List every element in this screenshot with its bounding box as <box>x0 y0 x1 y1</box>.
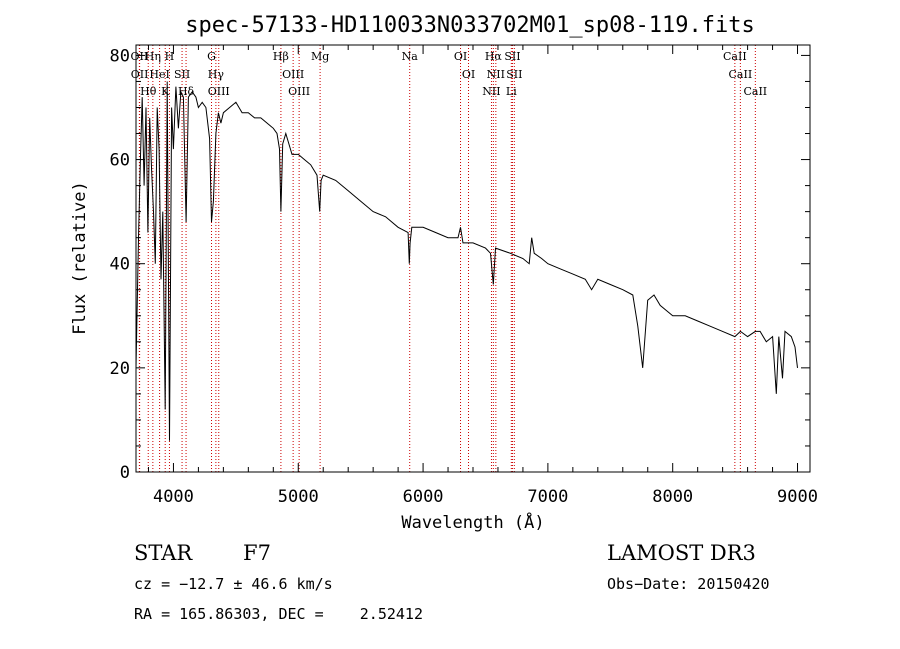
line-marker-label: OII <box>131 68 149 81</box>
line-marker-label: OIII <box>288 85 310 98</box>
line-marker-label: Mg <box>311 50 329 63</box>
x-axis-ticks: 4000 5000 6000 7000 8000 9000 <box>147 45 818 507</box>
line-marker-label: CaII <box>729 68 753 81</box>
line-marker-label: OI <box>462 68 475 81</box>
chart-title: spec-57133-HD110033N033702M01_sp08-119.f… <box>185 13 755 38</box>
survey-name: LAMOST DR3 <box>607 541 756 565</box>
x-tick-label: 6000 <box>403 487 444 507</box>
line-marker-label: G <box>207 50 216 63</box>
emission-line-markers <box>138 45 756 472</box>
line-marker-label: HeI <box>149 68 169 81</box>
x-tick-label: 7000 <box>527 487 568 507</box>
x-axis-label: Wavelength (Å) <box>401 511 544 533</box>
line-marker-label: SII <box>506 68 522 81</box>
line-marker-label: CaII <box>723 50 747 63</box>
line-marker-label: OIII <box>208 85 230 98</box>
line-marker-label: SII <box>174 68 190 81</box>
line-marker-label: Hη <box>145 50 161 63</box>
line-marker-label: NII <box>482 85 500 98</box>
line-marker-label: OII <box>131 50 149 63</box>
y-tick-label: 20 <box>110 359 130 379</box>
line-marker-label: NII <box>487 68 505 81</box>
x-tick-label: 9000 <box>777 487 818 507</box>
line-marker-label: K <box>161 85 170 98</box>
y-axis-label: Flux (relative) <box>70 181 90 335</box>
line-marker-label: Hα <box>485 50 503 63</box>
line-marker-label: OIII <box>282 68 304 81</box>
line-marker-label: Li <box>506 85 517 98</box>
plot-frame <box>135 44 811 473</box>
y-tick-label: 60 <box>110 151 130 171</box>
line-marker-label: Hγ <box>208 68 225 81</box>
spectrum-line <box>135 81 798 441</box>
line-marker-label: Hβ <box>273 50 289 63</box>
line-marker-label: OI <box>454 50 467 63</box>
object-class: STAR <box>134 541 193 565</box>
y-axis-ticks: 0 20 40 60 80 <box>110 46 810 483</box>
line-marker-label: Na <box>402 50 419 63</box>
y-tick-label: 80 <box>110 46 130 66</box>
coordinates-text: RA = 165.86303, DEC = 2.52412 <box>134 605 423 623</box>
line-marker-label: H <box>165 50 175 63</box>
line-marker-label: Hθ <box>140 85 157 98</box>
y-tick-label: 40 <box>110 255 130 275</box>
x-tick-label: 5000 <box>278 487 319 507</box>
x-tick-label: 4000 <box>153 487 194 507</box>
line-marker-label: CaII <box>743 85 767 98</box>
x-tick-label: 8000 <box>652 487 693 507</box>
line-marker-label: SII <box>504 50 520 63</box>
object-subclass: F7 <box>243 541 271 565</box>
y-tick-label: 0 <box>120 463 130 483</box>
obs-date-text: Obs−Date: 20150420 <box>607 575 770 593</box>
redshift-text: cz = −12.7 ± 46.6 km/s <box>134 575 333 593</box>
